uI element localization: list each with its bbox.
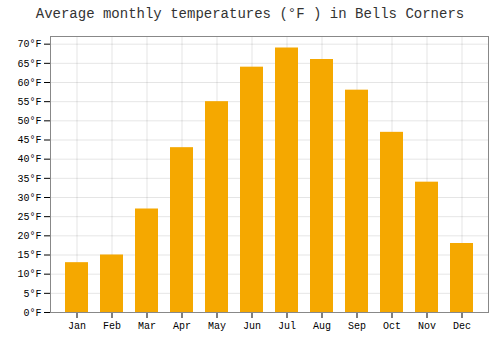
- svg-text:Mar: Mar: [138, 321, 156, 332]
- svg-text:5°F: 5°F: [23, 289, 41, 300]
- svg-text:65°F: 65°F: [17, 59, 41, 70]
- svg-text:Aug: Aug: [313, 321, 331, 332]
- svg-text:Oct: Oct: [383, 321, 401, 332]
- svg-text:Sep: Sep: [348, 321, 366, 332]
- svg-text:30°F: 30°F: [17, 193, 41, 204]
- svg-text:35°F: 35°F: [17, 174, 41, 185]
- svg-text:45°F: 45°F: [17, 135, 41, 146]
- svg-text:Nov: Nov: [418, 321, 436, 332]
- svg-text:0°F: 0°F: [23, 308, 41, 319]
- svg-text:20°F: 20°F: [17, 231, 41, 242]
- svg-text:Dec: Dec: [453, 321, 471, 332]
- svg-text:60°F: 60°F: [17, 78, 41, 89]
- svg-text:Jan: Jan: [68, 321, 86, 332]
- svg-text:15°F: 15°F: [17, 250, 41, 261]
- svg-text:40°F: 40°F: [17, 154, 41, 165]
- svg-text:Apr: Apr: [173, 321, 191, 332]
- svg-text:Jun: Jun: [243, 321, 261, 332]
- svg-text:Feb: Feb: [103, 321, 121, 332]
- svg-text:10°F: 10°F: [17, 269, 41, 280]
- svg-text:50°F: 50°F: [17, 116, 41, 127]
- svg-text:70°F: 70°F: [17, 39, 41, 50]
- svg-text:55°F: 55°F: [17, 97, 41, 108]
- html-text:Average monthly temperatures (: Average monthly temperatures (°F ) in Be…: [35, 6, 465, 22]
- svg-text:May: May: [208, 321, 226, 332]
- svg-text:25°F: 25°F: [17, 212, 41, 223]
- svg-text:Jul: Jul: [278, 321, 296, 332]
